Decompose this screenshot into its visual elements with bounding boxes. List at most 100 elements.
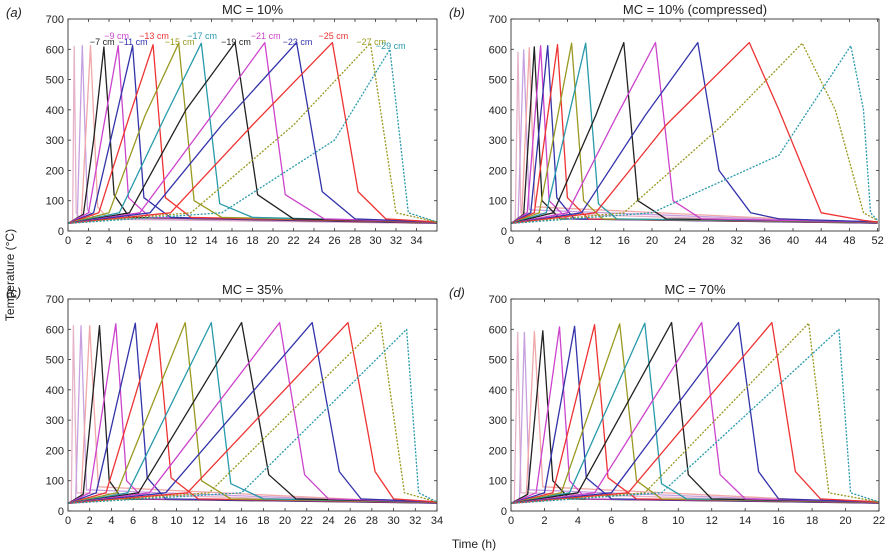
y-tick-label: 100 <box>489 196 507 208</box>
depth-annotation: −23 cm <box>283 37 313 47</box>
x-tick-label: 8 <box>152 515 158 527</box>
series-line <box>68 41 437 225</box>
series-line <box>68 44 437 225</box>
depth-annotation: −27 cm <box>356 37 386 47</box>
series-line <box>511 321 879 505</box>
y-tick-label: 0 <box>58 226 64 238</box>
panel-letter: (c) <box>6 285 21 300</box>
y-tick-label: 500 <box>46 75 64 87</box>
y-tick-label: 700 <box>46 294 64 306</box>
y-tick-label: 200 <box>489 165 507 177</box>
series-line <box>511 42 878 225</box>
depth-annotation: −11 cm <box>119 37 148 47</box>
panel-letter: (d) <box>449 285 465 300</box>
series-line <box>511 41 878 225</box>
y-tick-label: 0 <box>501 506 507 518</box>
x-axis-label: Time (h) <box>452 537 496 551</box>
x-tick-label: 8 <box>642 515 648 527</box>
series-line <box>68 42 437 225</box>
x-tick-label: 10 <box>170 515 182 527</box>
x-tick-label: 12 <box>589 235 601 247</box>
series-line <box>511 42 878 225</box>
y-tick-label: 100 <box>489 476 507 488</box>
y-tick-label: 700 <box>46 14 64 26</box>
x-tick-label: 28 <box>349 235 361 247</box>
series-line <box>68 328 437 505</box>
y-tick-label: 400 <box>489 385 507 397</box>
panels: 0 2 4 6 8 10 12 14 16 18 20 22 24 26 28 30 32 34010020030… <box>6 2 885 527</box>
x-tick-label: 26 <box>328 235 340 247</box>
x-tick-label: 2 <box>541 515 547 527</box>
series-line <box>68 321 437 505</box>
x-tick-label: 14 <box>214 515 226 527</box>
x-tick-label: 28 <box>366 515 378 527</box>
chart-panel: 0 4 8 12 16 20 24 28 32 36 40 44 48 52010020030040050… <box>449 2 884 247</box>
series-line <box>511 328 879 505</box>
x-tick-label: 12 <box>192 515 204 527</box>
panel-letter: (a) <box>6 5 22 20</box>
y-tick-label: 500 <box>489 75 507 87</box>
x-tick-label: 32 <box>730 235 742 247</box>
x-tick-label: 26 <box>344 515 356 527</box>
depth-annotation: −7 cm <box>90 37 115 47</box>
series-line <box>511 321 879 505</box>
series-line <box>68 45 437 225</box>
depth-annotations: −7 cm−9 cm−11 cm−13 cm−15 cm−17 cm −19 cm… <box>90 31 406 51</box>
depth-annotation: −25 cm <box>318 31 348 41</box>
x-tick-label: 22 <box>287 235 299 247</box>
x-tick-label: 24 <box>674 235 686 247</box>
series-line <box>511 51 878 225</box>
x-tick-label: 34 <box>410 235 422 247</box>
x-tick-label: 0 <box>65 515 71 527</box>
x-tick-label: 4 <box>106 235 112 247</box>
x-tick-label: 28 <box>702 235 714 247</box>
x-tick-label: 30 <box>369 235 381 247</box>
x-tick-label: 14 <box>205 235 217 247</box>
x-tick-label: 14 <box>739 515 751 527</box>
series-line <box>68 322 437 505</box>
series-line <box>511 41 878 225</box>
panel-letter: (b) <box>449 5 465 20</box>
x-tick-label: 6 <box>608 515 614 527</box>
x-tick-label: 0 <box>508 235 514 247</box>
x-tick-label: 52 <box>871 235 883 247</box>
chart-title: MC = 10% (compressed) <box>623 2 767 17</box>
series-line <box>68 321 437 505</box>
x-tick-label: 22 <box>301 515 313 527</box>
y-tick-label: 100 <box>46 476 64 488</box>
x-tick-label: 22 <box>873 515 885 527</box>
x-tick-label: 6 <box>126 235 132 247</box>
series-line <box>68 41 437 225</box>
chart-title: MC = 35% <box>222 282 283 297</box>
y-axis-label: Temperature (°C) <box>3 229 17 321</box>
depth-annotation: −9 cm <box>104 31 129 41</box>
series-line <box>68 41 437 225</box>
y-tick-label: 400 <box>489 105 507 117</box>
series-group <box>68 41 437 225</box>
x-tick-label: 34 <box>431 515 443 527</box>
x-tick-label: 10 <box>164 235 176 247</box>
plot-frame <box>510 18 880 232</box>
x-tick-label: 20 <box>279 515 291 527</box>
y-tick-label: 300 <box>46 415 64 427</box>
x-tick-label: 16 <box>618 235 630 247</box>
x-tick-label: 48 <box>843 235 855 247</box>
series-line <box>511 41 878 225</box>
x-tick-label: 4 <box>575 515 581 527</box>
series-group <box>511 321 879 505</box>
series-line <box>68 48 437 225</box>
y-tick-label: 500 <box>489 355 507 367</box>
chart-panel: 0 2 4 6 8 10 12 14 16 18 20 22 24 26 28 30 32 34010020030… <box>6 2 438 247</box>
chart-panel: 0 2 4 6 8 10 12 14 16 18 20 22 24 26 28 30 32 34010020030… <box>6 282 443 527</box>
series-line <box>68 321 437 505</box>
y-tick-label: 600 <box>489 44 507 56</box>
series-line <box>68 42 437 225</box>
series-line <box>68 321 437 505</box>
x-tick-label: 20 <box>646 235 658 247</box>
x-tick-label: 8 <box>564 235 570 247</box>
x-tick-label: 8 <box>147 235 153 247</box>
x-tick-label: 2 <box>87 515 93 527</box>
series-group <box>511 41 879 225</box>
x-tick-label: 36 <box>759 235 771 247</box>
